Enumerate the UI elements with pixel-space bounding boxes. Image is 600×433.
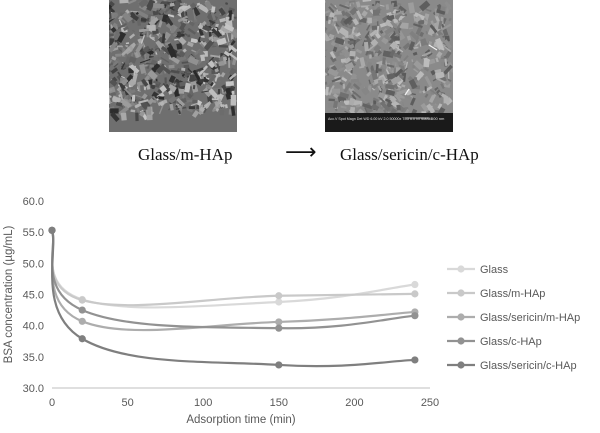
y-tick-label: 40.0 bbox=[23, 321, 44, 333]
y-tick-label: 50.0 bbox=[23, 258, 44, 270]
sem-marker-arrow bbox=[428, 44, 438, 51]
y-tick-label: 45.0 bbox=[23, 290, 44, 302]
data-point-glass-c-hap bbox=[411, 312, 419, 320]
y-tick-label: 60.0 bbox=[23, 196, 44, 208]
legend-item-glass-sericin-m-hap: Glass/sericin/m-HAp bbox=[447, 312, 580, 324]
image-label-sericin-c-hap: Glass/sericin/c-HAp bbox=[340, 145, 479, 164]
sem-texture-m-hap bbox=[109, 0, 237, 122]
sem-texture-sericin-c-hap: Acc.V Spot Magn Det WD 6.00 kV 2.0 50000… bbox=[325, 0, 453, 132]
right-arrow-icon: ⟶ bbox=[285, 140, 317, 165]
legend-swatch-marker bbox=[457, 337, 465, 345]
x-tick-label: 150 bbox=[270, 397, 288, 409]
data-point-glass-sericin-c-hap bbox=[411, 356, 419, 364]
data-point-glass-sericin-m-hap bbox=[78, 317, 86, 325]
legend-item-glass: Glass bbox=[447, 264, 509, 276]
image-label-m-hap: Glass/m-HAp bbox=[138, 145, 233, 164]
legend-label: Glass bbox=[480, 264, 509, 276]
data-point-glass-sericin-c-hap bbox=[275, 361, 283, 369]
series-line-glass-sericin-m-hap bbox=[50, 229, 415, 332]
series-line-glass-m-hap bbox=[50, 229, 415, 307]
y-tick-label: 55.0 bbox=[23, 227, 44, 239]
scale-bar-label: 500 nm bbox=[431, 116, 445, 121]
legend-item-glass-m-hap: Glass/m-HAp bbox=[447, 288, 545, 300]
sem-image-sericin-c-hap: Acc.V Spot Magn Det WD 6.00 kV 2.0 50000… bbox=[325, 0, 453, 132]
legend: Glass Glass/m-HAp Glass/sericin/m-HAp Glass… bbox=[447, 264, 580, 372]
legend-swatch-marker bbox=[457, 289, 465, 297]
x-tick-label: 50 bbox=[121, 397, 133, 409]
surface-grains bbox=[109, 0, 237, 122]
legend-swatch-marker bbox=[457, 313, 465, 321]
legend-label: Glass/m-HAp bbox=[480, 288, 545, 300]
y-axis-title: BSA concentration (µg/mL) bbox=[3, 226, 15, 364]
legend-swatch-marker bbox=[457, 361, 465, 369]
x-tick-label: 100 bbox=[194, 397, 212, 409]
data-point-glass-c-hap bbox=[78, 306, 86, 314]
data-point-glass bbox=[411, 280, 419, 289]
series-layer bbox=[48, 226, 419, 369]
data-point-glass-m-hap bbox=[411, 290, 419, 298]
sem-image-m-hap bbox=[109, 0, 237, 132]
bsa-adsorption-chart: 30.0 35.0 40.0 45.0 50.0 55.0 60.0 0 50 100 150 20… bbox=[3, 196, 580, 426]
x-axis-title: Adsorption time (min) bbox=[186, 414, 295, 426]
data-point-glass bbox=[275, 298, 283, 306]
y-axis-ticks: 30.0 35.0 40.0 45.0 50.0 55.0 60.0 bbox=[23, 196, 44, 395]
legend-label: Glass/sericin/m-HAp bbox=[480, 312, 580, 324]
sem-info-text: Acc.V Spot Magn Det WD 6.00 kV 2.0 50000… bbox=[328, 117, 432, 121]
legend-label: Glass/sericin/c-HAp bbox=[480, 360, 577, 372]
x-tick-label: 0 bbox=[49, 397, 55, 409]
sem-marker-arrow bbox=[404, 88, 410, 96]
legend-item-glass-sericin-c-hap: Glass/sericin/c-HAp bbox=[447, 360, 577, 372]
legend-item-glass-c-hap: Glass/c-HAp bbox=[447, 336, 542, 348]
x-tick-label: 250 bbox=[421, 397, 439, 409]
data-point-glass-m-hap bbox=[275, 292, 283, 300]
series-line-glass bbox=[50, 229, 416, 309]
data-point-glass-m-hap bbox=[78, 296, 86, 304]
y-tick-label: 35.0 bbox=[23, 352, 44, 364]
series-line-glass-c-hap bbox=[50, 229, 415, 330]
legend-swatch-marker bbox=[457, 265, 465, 273]
x-axis-ticks: 0 50 100 150 200 250 bbox=[49, 397, 439, 409]
data-point-glass-c-hap bbox=[275, 324, 283, 332]
data-point-glass-sericin-m-hap bbox=[275, 318, 283, 326]
legend-label: Glass/c-HAp bbox=[480, 336, 542, 348]
data-point-glass-sericin-c-hap bbox=[78, 335, 86, 343]
surface-grains bbox=[325, 0, 453, 119]
data-point-glass-sericin-c-hap bbox=[48, 226, 56, 234]
series-line-glass-sericin-c-hap bbox=[50, 230, 415, 368]
y-tick-label: 30.0 bbox=[23, 383, 44, 395]
x-tick-label: 200 bbox=[345, 397, 363, 409]
